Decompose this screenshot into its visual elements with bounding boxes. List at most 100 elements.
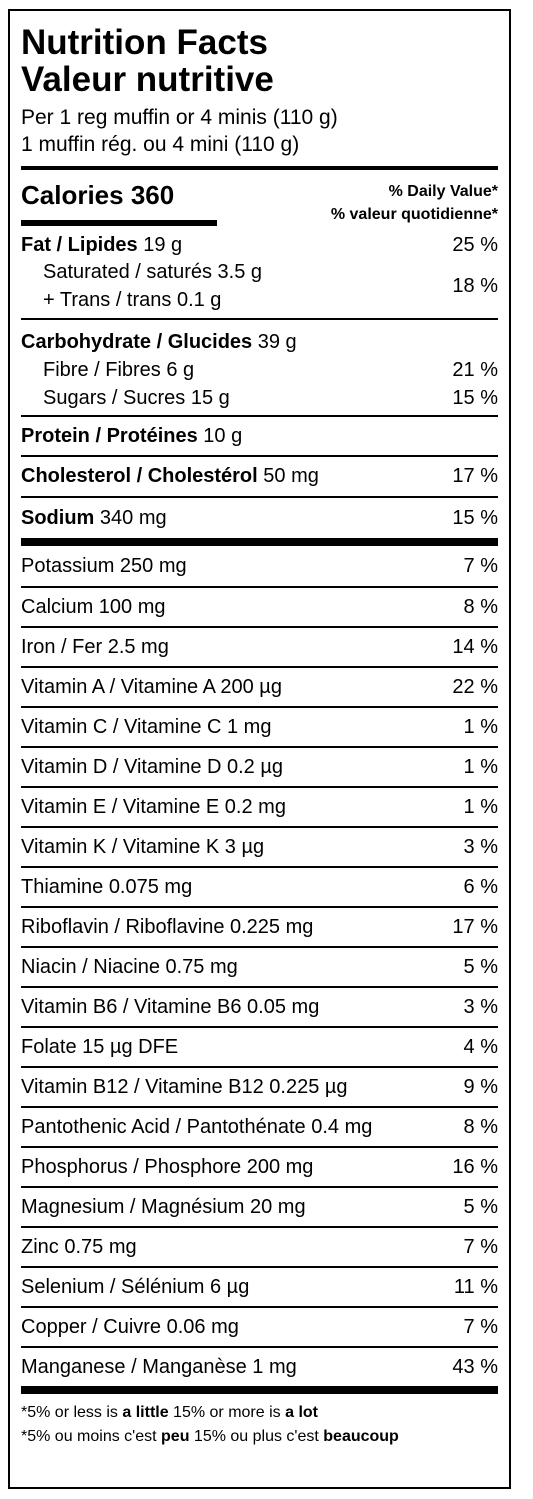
micronutrient-row: Vitamin B6 / Vitamine B6 0.05 mg 3 % <box>21 986 498 1026</box>
micronutrient-row: Magnesium / Magnésium 20 mg 5 % <box>21 1186 498 1226</box>
micronutrient-row: Vitamin D / Vitamine D 0.2 µg 1 % <box>21 746 498 786</box>
micronutrient-row: Pantothenic Acid / Pantothénate 0.4 mg 8 … <box>21 1106 498 1146</box>
footnote: *5% or less is a little 15% or more is a… <box>21 1401 498 1449</box>
protein-row: Protein / Protéines 10 g <box>21 415 498 455</box>
cholesterol-label: Cholesterol / Cholestérol <box>21 465 258 487</box>
micronutrient-label: Vitamin B12 / Vitamine B12 0.225 µg <box>21 1075 348 1098</box>
cholesterol-row: Cholesterol / Cholestérol 50 mg 17 % <box>21 455 498 496</box>
footnote-french: *5% ou moins c'est peu 15% ou plus c'est… <box>21 1425 498 1449</box>
micronutrient-row: Calcium 100 mg 8 % <box>21 586 498 626</box>
saturated-trans-pct: 18 % <box>452 274 498 297</box>
micronutrient-label: Vitamin D / Vitamine D 0.2 µg <box>21 755 284 778</box>
micronutrient-label: Vitamin C / Vitamine C 1 mg <box>21 715 272 738</box>
micronutrient-pct: 6 % <box>463 875 498 898</box>
micronutrient-label: Manganese / Manganèse 1 mg <box>21 1355 297 1378</box>
carbohydrate-row: Carbohydrate / Glucides 39 g <box>21 328 498 356</box>
micronutrient-label: Phosphorus / Phosphore 200 mg <box>21 1155 314 1178</box>
sodium-amount: 340 mg <box>99 506 167 529</box>
cholesterol-pct: 17 % <box>452 465 498 487</box>
fat-group: Fat / Lipides 19 g 25 % Saturated / satu… <box>21 228 498 318</box>
micronutrient-row: Vitamin B12 / Vitamine B12 0.225 µg 9 % <box>21 1066 498 1106</box>
nutrition-facts-label: Nutrition Facts Valeur nutritive Per 1 r… <box>8 9 511 1489</box>
sodium-label-wrap: Sodium 340 mg <box>21 507 167 530</box>
micronutrient-list: Potassium 250 mg 7 % Calcium 100 mg 8 % Iron… <box>21 546 498 1386</box>
daily-value-english: % Daily Value* <box>388 183 498 200</box>
fibre-label: Fibre / Fibres 6 g <box>43 358 195 381</box>
trans-label: + Trans / trans 0.1 g <box>43 289 222 311</box>
calories-underline <box>21 220 217 226</box>
micronutrient-pct: 5 % <box>463 1195 498 1218</box>
saturated-label: Saturated / saturés 3.5 g <box>43 261 263 283</box>
micronutrient-pct: 1 % <box>463 795 498 818</box>
footnote-fr-peu: peu <box>161 1428 190 1445</box>
sodium-pct: 15 % <box>452 506 498 529</box>
micronutrient-pct: 22 % <box>452 675 498 698</box>
micronutrient-label: Vitamin B6 / Vitamine B6 0.05 mg <box>21 995 320 1018</box>
footnote-fr-beaucoup: beaucoup <box>323 1428 399 1445</box>
micronutrient-label: Vitamin E / Vitamine E 0.2 mg <box>21 795 286 818</box>
micronutrient-row: Vitamin A / Vitamine A 200 µg 22 % <box>21 666 498 706</box>
carbohydrate-group: Carbohydrate / Glucides 39 g Fibre / Fib… <box>21 318 498 415</box>
fat-label: Fat / Lipides <box>21 233 138 256</box>
micronutrient-label: Vitamin K / Vitamine K 3 µg <box>21 835 265 858</box>
micronutrient-row: Niacin / Niacine 0.75 mg 5 % <box>21 946 498 986</box>
micronutrient-pct: 43 % <box>452 1355 498 1378</box>
micronutrient-row: Vitamin C / Vitamine C 1 mg 1 % <box>21 706 498 746</box>
sugars-label: Sugars / Sucres 15 g <box>43 386 230 409</box>
micronutrient-label: Potassium 250 mg <box>21 554 187 577</box>
micronutrient-label: Pantothenic Acid / Pantothénate 0.4 mg <box>21 1115 373 1138</box>
micronutrient-label: Magnesium / Magnésium 20 mg <box>21 1195 306 1218</box>
footnote-en-part1: *5% or less is <box>21 1404 123 1421</box>
calories: Calories 360 <box>21 180 175 210</box>
fat-pct: 25 % <box>452 233 498 256</box>
micronutrient-label: Zinc 0.75 mg <box>21 1235 137 1258</box>
saturated-trans-row: Saturated / saturés 3.5 g + Trans / tran… <box>21 258 498 314</box>
micronutrient-row: Selenium / Sélénium 6 µg 11 % <box>21 1266 498 1306</box>
micronutrient-label: Vitamin A / Vitamine A 200 µg <box>21 675 282 698</box>
sugars-pct: 15 % <box>452 386 498 409</box>
micronutrient-row: Manganese / Manganèse 1 mg 43 % <box>21 1346 498 1386</box>
title-english: Nutrition Facts <box>21 23 268 62</box>
micronutrient-pct: 4 % <box>463 1035 498 1058</box>
title-french: Valeur nutritive <box>21 60 274 99</box>
micronutrient-label: Folate 15 µg DFE <box>21 1035 179 1058</box>
footnote-en-part2: 15% or more is <box>168 1404 286 1421</box>
micronutrient-pct: 3 % <box>463 835 498 858</box>
micronutrient-row: Thiamine 0.075 mg 6 % <box>21 866 498 906</box>
title: Nutrition Facts Valeur nutritive <box>21 24 498 98</box>
footnote-fr-part2: 15% ou plus c'est <box>189 1428 324 1445</box>
micronutrient-row: Vitamin K / Vitamine K 3 µg 3 % <box>21 826 498 866</box>
micronutrient-pct: 5 % <box>463 955 498 978</box>
micronutrient-row: Zinc 0.75 mg 7 % <box>21 1226 498 1266</box>
micronutrient-label: Selenium / Sélénium 6 µg <box>21 1275 250 1298</box>
micronutrient-row: Riboflavin / Riboflavine 0.225 mg 17 % <box>21 906 498 946</box>
serving-english: Per 1 reg muffin or 4 minis (110 g) <box>21 106 338 129</box>
divider-thick-micros <box>21 538 498 546</box>
micronutrient-pct: 16 % <box>452 1155 498 1178</box>
carb-label-wrap: Carbohydrate / Glucides 39 g <box>21 331 297 354</box>
micronutrient-label: Iron / Fer 2.5 mg <box>21 635 169 658</box>
micronutrient-label: Copper / Cuivre 0.06 mg <box>21 1315 239 1338</box>
divider-thick-footer <box>21 1386 498 1394</box>
micronutrient-row: Vitamin E / Vitamine E 0.2 mg 1 % <box>21 786 498 826</box>
micronutrient-pct: 9 % <box>463 1075 498 1098</box>
micronutrient-pct: 3 % <box>463 995 498 1018</box>
saturated-trans-labels: Saturated / saturés 3.5 g + Trans / tran… <box>21 258 262 314</box>
protein-label: Protein / Protéines <box>21 424 198 447</box>
protein-amount: 10 g <box>203 424 243 447</box>
micronutrient-pct: 14 % <box>452 635 498 658</box>
carbohydrate-amount: 39 g <box>257 330 297 353</box>
fat-amount: 19 g <box>143 233 183 256</box>
footnote-fr-part1: *5% ou moins c'est <box>21 1428 162 1445</box>
micronutrient-row: Folate 15 µg DFE 4 % <box>21 1026 498 1066</box>
fat-label-wrap: Fat / Lipides 19 g <box>21 234 182 257</box>
serving-size: Per 1 reg muffin or 4 minis (110 g) 1 mu… <box>21 104 498 158</box>
protein-label-wrap: Protein / Protéines 10 g <box>21 425 242 448</box>
cholesterol-label-wrap: Cholesterol / Cholestérol 50 mg <box>21 465 319 488</box>
label-content: Nutrition Facts Valeur nutritive Per 1 r… <box>21 11 498 1449</box>
footnote-en-little: a little <box>122 1404 169 1421</box>
daily-value-header: % Daily Value* % valeur quotidienne* <box>331 180 498 226</box>
micronutrient-label: Riboflavin / Riboflavine 0.225 mg <box>21 915 314 938</box>
micronutrient-label: Calcium 100 mg <box>21 595 166 618</box>
micronutrient-row: Iron / Fer 2.5 mg 14 % <box>21 626 498 666</box>
